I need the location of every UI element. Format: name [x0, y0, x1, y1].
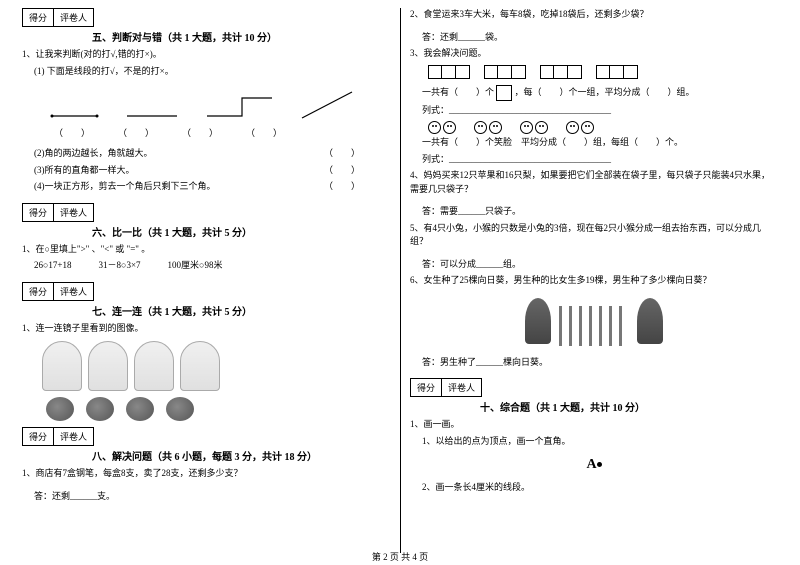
- q5-3-text: (3)所有的直角都一样大。: [34, 165, 135, 175]
- q8-2-ans: 答：还剩______袋。: [422, 31, 778, 45]
- q7-1: 1、连一连镜子里看到的图像。: [22, 322, 390, 336]
- box-group-2: [484, 65, 526, 79]
- mirror-4: [180, 341, 220, 391]
- kid-right: [637, 298, 663, 344]
- score-label-6: 得分: [23, 204, 54, 221]
- grader-label-7: 评卷人: [54, 283, 93, 300]
- paren-3: （ ）: [182, 126, 218, 139]
- kids-planting-image: [519, 292, 669, 352]
- q10-1b: 2、画一条长4厘米的线段。: [422, 481, 778, 495]
- score-box-5: 得分 评卷人: [22, 8, 94, 27]
- q8-3a-text: 一共有（ ）个: [422, 87, 494, 97]
- score-box-10: 得分 评卷人: [410, 378, 482, 397]
- q8-3: 3、我会解决问题。: [410, 47, 778, 61]
- box-group-1: [428, 65, 470, 79]
- q5-1: 1、让我来判断(对的打√,错的打×)。: [22, 48, 390, 62]
- score-label-10: 得分: [411, 379, 442, 396]
- q8-1-ans: 答：还剩______支。: [34, 490, 390, 504]
- smiley-g1: [428, 121, 456, 134]
- animal-1: [46, 397, 74, 421]
- a-label: A: [586, 457, 596, 472]
- column-divider: [400, 8, 401, 553]
- section-8-title: 八、解决问题（共 6 小题，每题 3 分，共计 18 分）: [92, 448, 390, 463]
- q8-6: 6、女生种了25棵向日葵，男生种的比女生多19棵，男生种了多少棵向日葵？: [410, 274, 778, 288]
- q5-2-paren: （ ）: [324, 147, 360, 161]
- q8-4: 4、妈妈买来12只苹果和16只梨，如果要把它们全部装在袋子里，每只袋子只能装4只…: [410, 169, 778, 196]
- q5-4: (4)一块正方形，剪去一个角后只剩下三个角。 （ ）: [34, 180, 390, 194]
- mirror-3: [134, 341, 174, 391]
- plants-icon: [559, 306, 629, 346]
- section-6-title: 六、比一比（共 1 大题，共计 5 分）: [92, 224, 390, 239]
- animal-2: [86, 397, 114, 421]
- q8-3c: 列式：____________________________________: [422, 104, 778, 118]
- q8-3a: 一共有（ ）个 ，每（ ）个一组，平均分成（ ）组。: [422, 85, 778, 101]
- q8-2: 2、食堂运来3车大米，每车8袋，吃掉18袋后，还剩多少袋？: [410, 8, 778, 22]
- box-group-4: [596, 65, 638, 79]
- paren-row: （ ） （ ） （ ） （ ）: [54, 126, 390, 139]
- q5-4-paren: （ ）: [324, 180, 360, 194]
- score-box-8: 得分 评卷人: [22, 427, 94, 446]
- q8-5-ans: 答：可以分成______组。: [422, 258, 778, 272]
- score-box-7: 得分 评卷人: [22, 282, 94, 301]
- section-7-title: 七、连一连（共 1 大题，共计 5 分）: [92, 303, 390, 318]
- q5-4-text: (4)一块正方形，剪去一个角后只剩下三个角。: [34, 181, 216, 191]
- q8-1: 1、商店有7盒钢笔，每盒8支，卖了28支，还剩多少支？: [22, 467, 390, 481]
- dot-icon: [597, 462, 602, 467]
- section-10-title: 十、综合题（共 1 大题，共计 10 分）: [480, 399, 778, 414]
- grader-label-6: 评卷人: [54, 204, 93, 221]
- left-column: 得分 评卷人 五、判断对与错（共 1 大题，共计 10 分） 1、让我来判断(对…: [12, 8, 400, 555]
- paren-4: （ ）: [246, 126, 282, 139]
- q5-3-paren: （ ）: [324, 164, 360, 178]
- smiley-g2: [474, 121, 502, 134]
- q8-6-ans: 答：男生种了______棵向日葵。: [422, 356, 778, 370]
- mirror-2: [88, 341, 128, 391]
- q5-3: (3)所有的直角都一样大。 （ ）: [34, 164, 390, 178]
- q6-expr: 26○17+18 31－8○3×7 100厘米○98米: [34, 259, 390, 273]
- q10-1: 1、画一画。: [410, 418, 778, 432]
- score-label-8: 得分: [23, 428, 54, 445]
- boxes-row: [428, 65, 778, 79]
- q5-2-text: (2)角的两边越长，角就越大。: [34, 148, 153, 158]
- smiley-g3: [520, 121, 548, 134]
- line-segment-shapes: [42, 86, 390, 124]
- mirror-1: [42, 341, 82, 391]
- single-box-icon: [496, 85, 512, 101]
- paren-2: （ ）: [118, 126, 154, 139]
- q8-3b-text: ，每（ ）个一组，平均分成（ ）组。: [515, 87, 695, 97]
- q5-2: (2)角的两边越长，角就越大。 （ ）: [34, 147, 390, 161]
- q8-5: 5、有4只小兔，小猴的只数是小兔的3倍，现在每2只小猴分成一组去抬东西，可以分成…: [410, 222, 778, 249]
- section-5-title: 五、判断对与错（共 1 大题，共计 10 分）: [92, 29, 390, 44]
- score-label-7: 得分: [23, 283, 54, 300]
- mirror-images: [42, 341, 390, 391]
- box-group-3: [540, 65, 582, 79]
- grader-label-10: 评卷人: [442, 379, 481, 396]
- q8-4-ans: 答：需要______只袋子。: [422, 205, 778, 219]
- animal-3: [126, 397, 154, 421]
- kid-left: [525, 298, 551, 344]
- smiley-row: [428, 121, 778, 134]
- point-a: A: [410, 454, 778, 475]
- animal-4: [166, 397, 194, 421]
- grader-label: 评卷人: [54, 9, 93, 26]
- q8-3d: 一共有（ ）个笑脸 平均分成（ ）组，每组（ ）个。: [422, 136, 778, 150]
- smiley-g4: [566, 121, 594, 134]
- score-box-6: 得分 评卷人: [22, 203, 94, 222]
- right-column: 2、食堂运来3车大米，每车8袋，吃掉18袋后，还剩多少袋？ 答：还剩______…: [400, 8, 788, 555]
- paren-1: （ ）: [54, 126, 90, 139]
- score-label: 得分: [23, 9, 54, 26]
- q8-3e: 列式：____________________________________: [422, 153, 778, 167]
- q6-1: 1、在○里填上">" 、"<" 或 "=" 。: [22, 243, 390, 257]
- animal-images: [46, 397, 390, 421]
- q5-1a: (1) 下面是线段的打√，不是的打×。: [34, 65, 390, 79]
- page-footer: 第 2 页 共 4 页: [0, 550, 800, 563]
- grader-label-8: 评卷人: [54, 428, 93, 445]
- q10-1a: 1、以给出的点为顶点，画一个直角。: [422, 435, 778, 449]
